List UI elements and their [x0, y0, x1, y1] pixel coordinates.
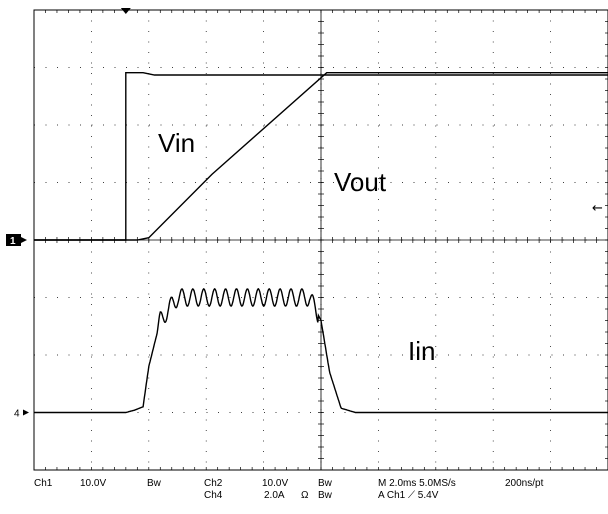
trigger-readout: A Ch1 ⟋ 5.4V — [378, 490, 439, 501]
resolution-readout: 200ns/pt — [505, 478, 544, 489]
trigger-position-icon — [120, 8, 131, 14]
ch2-label: Ch2 — [204, 478, 223, 489]
timebase-readout: M 2.0ms 5.0MS/s — [378, 478, 456, 489]
trigger-level-arrow-icon: ← — [592, 201, 603, 216]
trace-iin — [34, 287, 608, 414]
ch4-label: Ch4 — [204, 490, 223, 501]
trace-layer — [34, 72, 608, 414]
ch2-bandwidth: Bw — [318, 478, 333, 489]
ch1-scale: 10.0V — [80, 478, 106, 489]
ohm-icon: Ω — [301, 490, 309, 501]
trace-label-vin: Vin — [158, 128, 195, 158]
ch1-marker-text: 1 — [10, 236, 16, 247]
ch4-scale: 2.0A — [264, 490, 285, 501]
ch1-bandwidth: Bw — [147, 478, 162, 489]
trace-label-iin: Iin — [408, 336, 435, 366]
marker-layer: 1 4 ← — [6, 8, 603, 420]
trace-vout — [34, 72, 608, 241]
ch2-scale: 10.0V — [262, 478, 288, 489]
ch4-marker-text: 4 — [14, 409, 20, 420]
trace-label-vout: Vout — [334, 167, 387, 197]
ch4-marker-arrow-icon — [23, 409, 29, 416]
ch1-label: Ch1 — [34, 478, 53, 489]
ch4-bandwidth: Bw — [318, 490, 333, 501]
ch1-ground-marker — [6, 234, 21, 246]
ch1-marker-arrow-icon — [21, 237, 27, 243]
